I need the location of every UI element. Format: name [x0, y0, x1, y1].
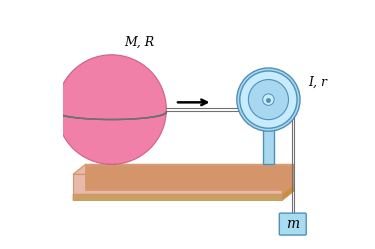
Polygon shape [282, 184, 295, 200]
Polygon shape [73, 166, 295, 200]
Circle shape [263, 94, 274, 105]
Bar [263, 90, 274, 164]
Circle shape [57, 55, 166, 164]
Text: M, R: M, R [124, 36, 154, 49]
Text: I, r: I, r [308, 76, 327, 89]
Circle shape [248, 80, 288, 120]
Text: m: m [286, 217, 299, 231]
Circle shape [237, 68, 300, 131]
Polygon shape [73, 174, 282, 194]
Polygon shape [73, 194, 282, 200]
Polygon shape [73, 164, 295, 174]
Circle shape [240, 71, 297, 128]
FancyBboxPatch shape [279, 213, 306, 235]
Polygon shape [282, 164, 295, 194]
